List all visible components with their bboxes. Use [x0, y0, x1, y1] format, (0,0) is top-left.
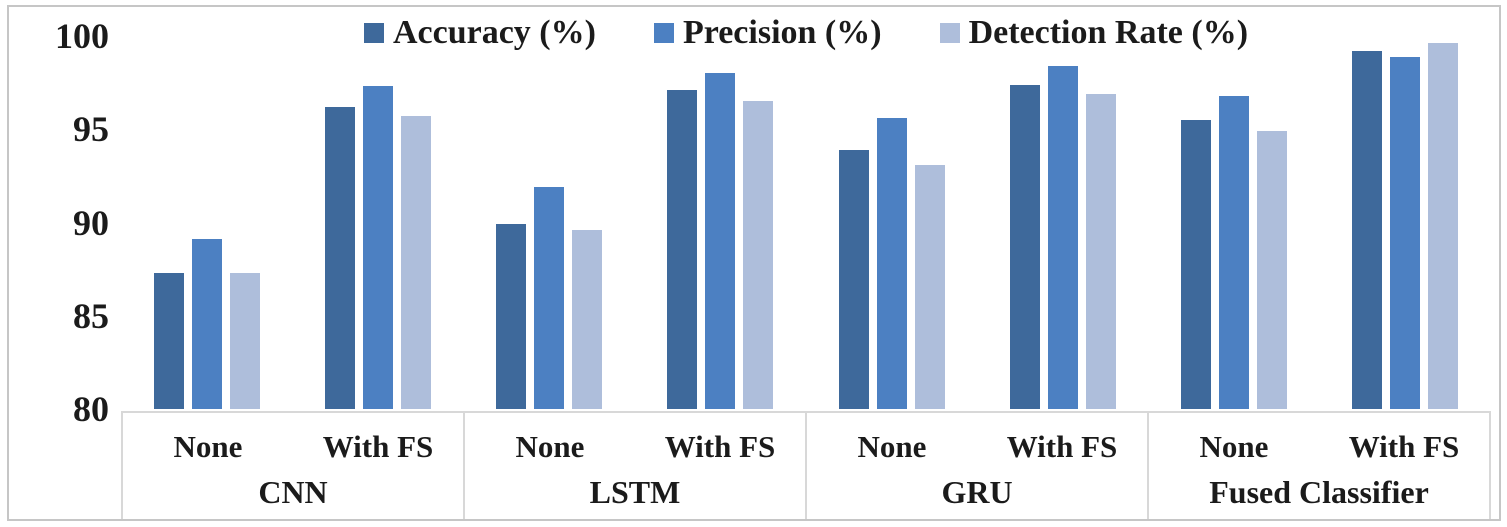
bar-group-cnn [121, 36, 464, 409]
category-cell: None With FS CNN [123, 413, 465, 519]
legend-label: Precision (%) [682, 14, 882, 51]
condition-label: With FS [1006, 428, 1118, 464]
condition-label: With FS [664, 428, 776, 464]
bar [1390, 56, 1421, 409]
y-axis-tick-label: 95 [73, 109, 109, 150]
bar [1085, 93, 1116, 409]
bar [572, 229, 603, 409]
bar-cluster [977, 36, 1148, 409]
bar-cluster [635, 36, 806, 409]
condition-label: With FS [322, 428, 434, 464]
category-cell: None With FS Fused Classifier [1149, 413, 1489, 519]
condition-row: None With FS [123, 413, 463, 471]
group-label: CNN [258, 474, 328, 511]
group-row: CNN [123, 471, 463, 519]
bar [153, 272, 184, 409]
bar-cluster [292, 36, 463, 409]
group-row: Fused Classifier [1149, 471, 1489, 519]
y-axis-tick-label: 100 [55, 16, 109, 56]
bar-cluster [1149, 36, 1320, 409]
condition-row: None With FS [465, 413, 805, 471]
bar [1428, 43, 1459, 409]
chart-legend: Accuracy (%) Precision (%) Detection Rate … [121, 13, 1491, 53]
bar [667, 90, 698, 409]
y-axis-tick-label: 85 [73, 295, 109, 336]
bar-cluster [806, 36, 977, 409]
condition-label: None [857, 428, 927, 464]
bar-group-lstm [464, 36, 807, 409]
bar-group-fused-classifier [1149, 36, 1492, 409]
y-axis-tick-label: 90 [73, 202, 109, 243]
bar [534, 187, 565, 409]
category-cell: None With FS LSTM [465, 413, 807, 519]
condition-label: None [1199, 428, 1269, 464]
bar [743, 101, 774, 409]
group-label: GRU [941, 474, 1013, 511]
legend-swatch-icon [363, 23, 384, 43]
legend-label: Detection Rate (%) [968, 14, 1249, 51]
group-row: GRU [807, 471, 1147, 519]
group-label: LSTM [589, 474, 681, 511]
bar [705, 73, 736, 409]
bar [876, 118, 907, 409]
bar [1352, 50, 1383, 409]
bar [400, 116, 431, 409]
condition-row: None With FS [1149, 413, 1489, 471]
category-cell: None With FS GRU [807, 413, 1149, 519]
group-row: LSTM [465, 471, 805, 519]
bar-cluster [121, 36, 292, 409]
legend-swatch-icon [653, 23, 674, 43]
condition-row: None With FS [807, 413, 1147, 471]
bar [914, 164, 945, 409]
bar [324, 106, 355, 409]
bar [1009, 84, 1040, 409]
bar [496, 224, 527, 409]
figure-frame: Accuracy (%) Precision (%) Detection Rate … [7, 5, 1501, 521]
bar [362, 86, 393, 409]
y-axis: 100 95 90 85 80 [9, 18, 109, 427]
bar-cluster [1320, 36, 1491, 409]
y-axis-tick-label: 80 [73, 389, 109, 429]
legend-item: Accuracy (%) [363, 14, 596, 51]
legend-label: Accuracy (%) [392, 14, 596, 51]
bar-cluster [464, 36, 635, 409]
bar [1219, 95, 1250, 409]
condition-label: None [173, 428, 243, 464]
legend-swatch-icon [939, 23, 960, 43]
bar [838, 149, 869, 409]
bar-group-gru [806, 36, 1149, 409]
bar [1047, 65, 1078, 409]
plot-area [121, 36, 1491, 409]
bar [1257, 131, 1288, 409]
group-label: Fused Classifier [1209, 474, 1429, 511]
condition-label: None [515, 428, 585, 464]
bar [1181, 119, 1212, 409]
bar [229, 272, 260, 409]
condition-label: With FS [1348, 428, 1460, 464]
bar [191, 239, 222, 409]
legend-item: Detection Rate (%) [939, 14, 1249, 51]
x-axis-category-table: None With FS CNN None With FS LSTM None With FS… [121, 411, 1491, 519]
legend-item: Precision (%) [653, 14, 882, 51]
